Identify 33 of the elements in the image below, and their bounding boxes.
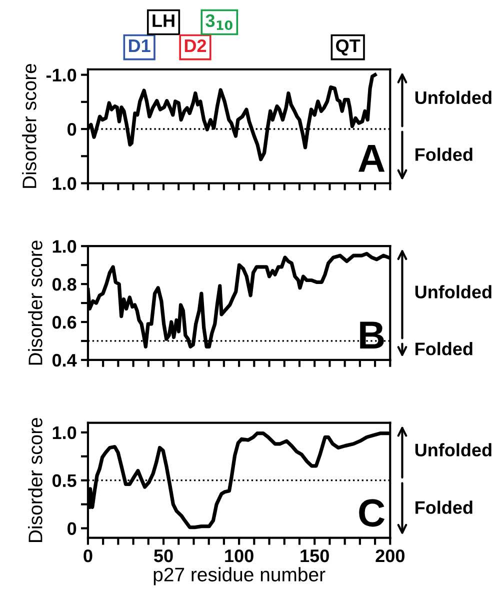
y-axis-title: Disorder score xyxy=(28,418,42,542)
y-tick-label: 0.8 xyxy=(52,278,76,291)
text: Folded xyxy=(416,500,472,514)
x-tick-label: 100 xyxy=(225,549,254,562)
y-tick-label: 0.4 xyxy=(52,354,77,367)
text: Unfolded xyxy=(415,443,492,456)
x-tick-label: 150 xyxy=(300,549,329,562)
text: 3$_{10}$ xyxy=(206,14,232,30)
text: Unfolded xyxy=(415,285,492,298)
y-tick-label: 1.0 xyxy=(52,240,76,253)
text: D1 xyxy=(129,40,150,52)
x-axis-title: p27 residue number xyxy=(154,567,326,586)
text: Folded xyxy=(416,342,472,356)
y-tick-label: 0.6 xyxy=(52,316,76,329)
x-tick-label: 200 xyxy=(376,549,404,562)
x-tick-label: 50 xyxy=(154,549,173,562)
x-tick-label: 0 xyxy=(84,549,92,562)
y-axis-title: Disorder score xyxy=(22,64,36,188)
text: D2 xyxy=(184,39,206,52)
y-tick-label: 1.0 xyxy=(52,426,76,440)
y-tick-label: 0 xyxy=(68,522,76,535)
y-tick-label: -1.0 xyxy=(46,68,76,82)
text: LH xyxy=(152,14,174,27)
annotation: C xyxy=(359,499,385,527)
y-axis-title: Disorder score xyxy=(28,240,42,365)
y-tick-label: 0 xyxy=(68,122,76,136)
text: Folded xyxy=(416,148,472,161)
y-tick-label: 1.0 xyxy=(52,177,76,190)
annotation: A xyxy=(358,145,385,172)
annotation: B xyxy=(360,322,384,348)
y-tick-label: 0.5 xyxy=(52,474,76,488)
text: QT xyxy=(336,39,360,56)
text: Unfolded xyxy=(415,90,492,104)
